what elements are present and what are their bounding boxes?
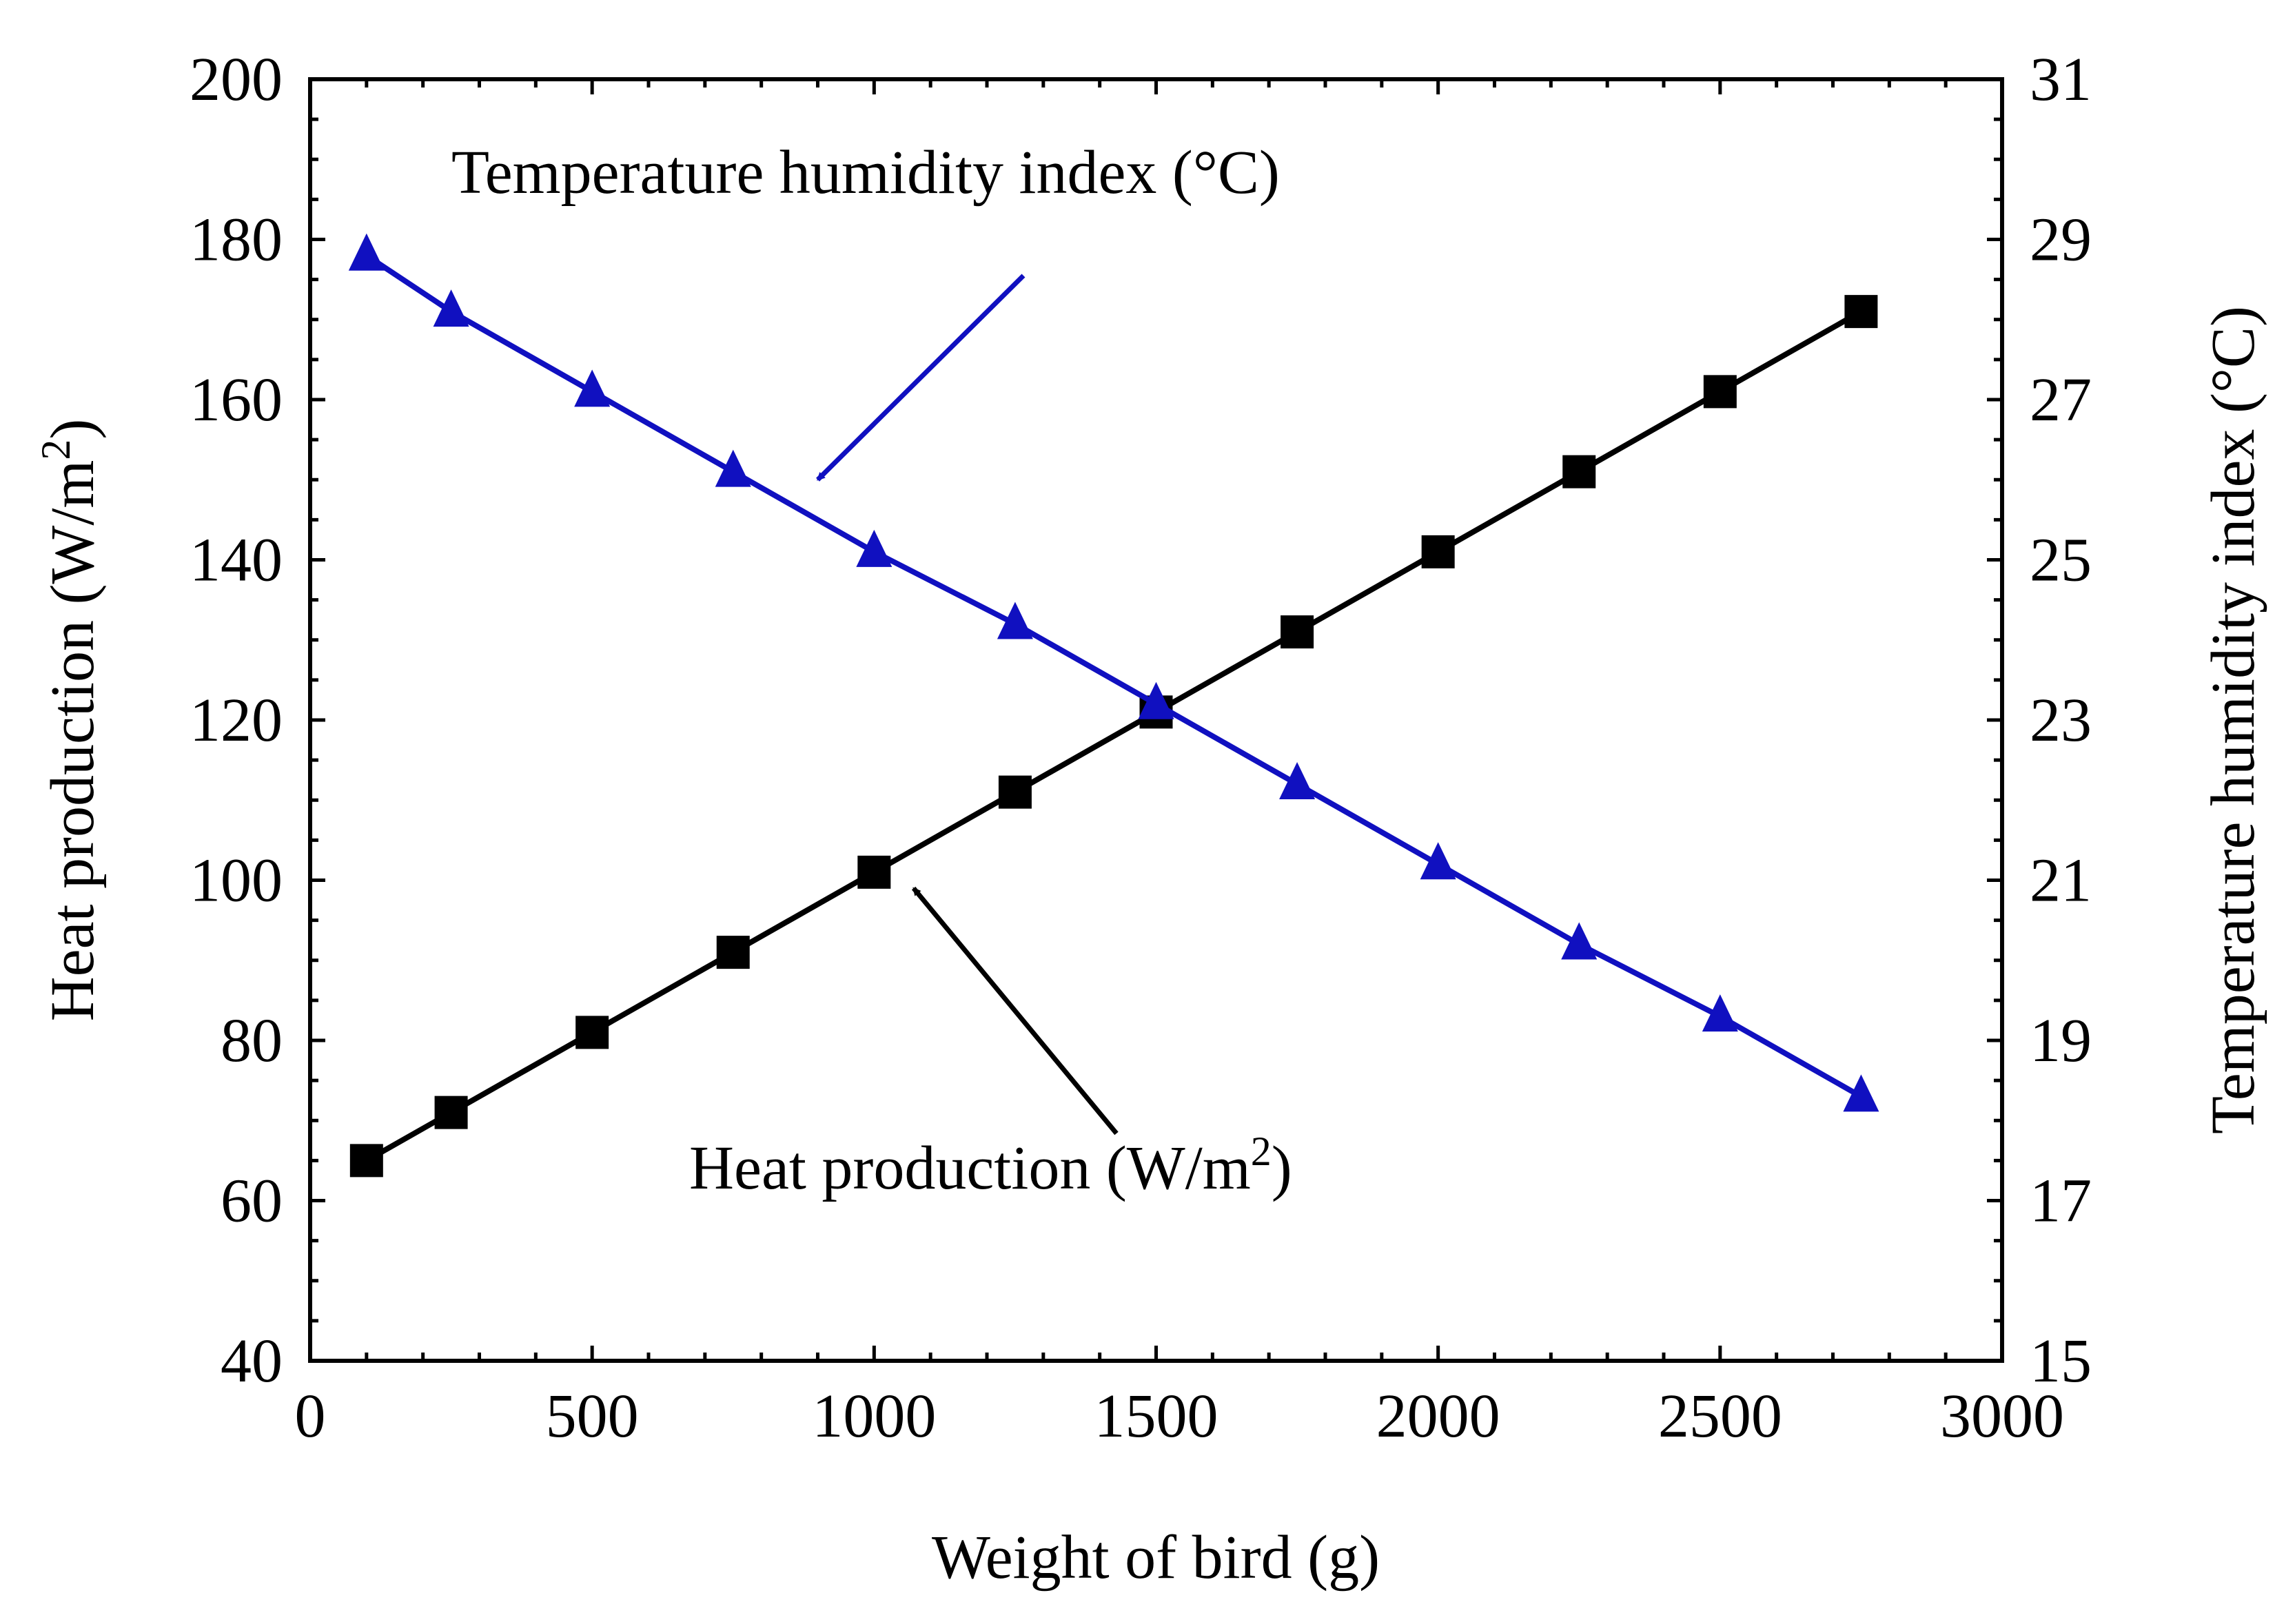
y-tick-label: 140 <box>190 526 283 595</box>
data-point-heat-production <box>998 775 1032 809</box>
y-tick-label: 120 <box>190 686 283 754</box>
annotation-arrow-thi <box>816 274 1026 482</box>
data-point-heat-production <box>1844 295 1878 329</box>
y2-tick-label: 23 <box>2030 686 2092 754</box>
annotation-label-hp-sup: 2 <box>1251 1129 1272 1174</box>
data-point-heat-production <box>857 855 891 889</box>
data-point-thi <box>433 289 469 327</box>
y-tick-label: 40 <box>221 1327 283 1395</box>
y2-tick-label: 31 <box>2030 45 2092 114</box>
series-line-thi <box>365 253 1863 1099</box>
series-heat-production <box>349 295 1878 1178</box>
data-point-thi <box>1702 994 1738 1032</box>
x-tick-label: 3000 <box>1940 1382 2064 1450</box>
data-point-thi <box>1420 842 1456 880</box>
y-tick-label: 60 <box>221 1167 283 1235</box>
y-tick-label: 80 <box>221 1007 283 1075</box>
y-tick-label: 200 <box>190 45 283 114</box>
data-point-thi <box>997 602 1033 639</box>
y-axis-title: Heat production (W/m2) <box>33 419 107 1022</box>
data-point-heat-production <box>349 1144 383 1178</box>
data-point-heat-production <box>1281 615 1314 649</box>
data-point-heat-production <box>716 936 750 969</box>
y2-tick-label: 29 <box>2030 206 2092 274</box>
y-tick-label: 160 <box>190 366 283 434</box>
x-tick-labels: 0 500 1000 1500 2000 2500 3000 <box>295 1382 2065 1450</box>
data-point-heat-production <box>575 1016 609 1049</box>
y2-tick-labels: 15 17 19 21 23 25 27 29 31 <box>2030 45 2092 1395</box>
x-tick-label: 1500 <box>1094 1382 1218 1450</box>
data-point-thi <box>856 529 892 567</box>
data-point-heat-production <box>1421 535 1455 568</box>
y2-tick-label: 17 <box>2030 1167 2092 1235</box>
data-point-thi <box>1138 681 1174 719</box>
y-axis-title-sup: 2 <box>33 440 79 460</box>
ticks <box>308 77 2004 1363</box>
y2-tick-label: 25 <box>2030 526 2092 595</box>
annotation-label-thi: Temperature humidity index (°C) <box>451 138 1280 207</box>
x-tick-label: 500 <box>546 1382 639 1450</box>
x-tick-label: 2500 <box>1658 1382 1782 1450</box>
series-line-heat-production <box>365 309 1863 1163</box>
data-point-thi <box>1843 1074 1879 1112</box>
y2-tick-label: 15 <box>2030 1327 2092 1395</box>
data-point-heat-production <box>434 1096 468 1129</box>
data-point-thi <box>348 233 385 271</box>
annotation-label-hp: Heat production (W/m2) <box>689 1129 1292 1202</box>
x-tick-label: 1000 <box>812 1382 936 1450</box>
annotation-arrow-hp <box>911 886 1119 1135</box>
y-tick-labels: 40 60 80 100 120 140 160 180 200 <box>190 45 283 1395</box>
y-tick-label: 180 <box>190 206 283 274</box>
data-point-thi <box>715 449 751 487</box>
x-tick-label: 2000 <box>1376 1382 1500 1450</box>
data-point-heat-production <box>1562 455 1596 489</box>
series-temperature-humidity-index <box>348 233 1879 1112</box>
y2-axis-title: Temperature humidity index (°C) <box>2199 306 2267 1134</box>
y2-tick-label: 21 <box>2030 847 2092 915</box>
y-tick-label: 100 <box>190 847 283 915</box>
x-axis-title: Weight of bird (g) <box>932 1523 1380 1592</box>
x-tick-label: 0 <box>295 1382 326 1450</box>
data-point-thi <box>574 369 611 407</box>
data-point-thi <box>1279 762 1316 799</box>
data-point-heat-production <box>1703 375 1737 409</box>
y2-tick-label: 19 <box>2030 1007 2092 1075</box>
data-point-thi <box>1561 922 1598 960</box>
y2-tick-label: 27 <box>2030 366 2092 434</box>
